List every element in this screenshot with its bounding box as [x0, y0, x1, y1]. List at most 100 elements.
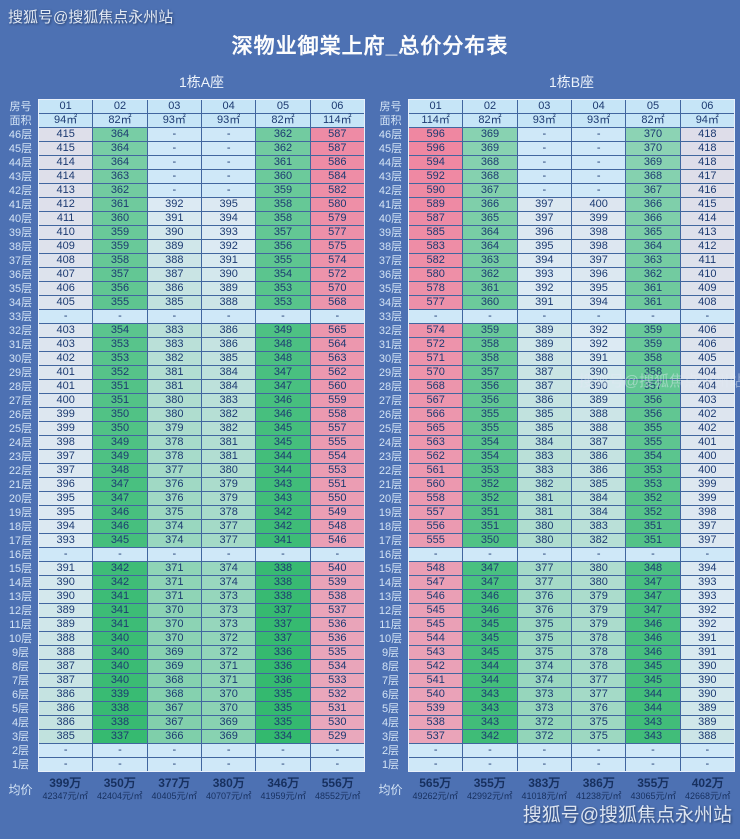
price-cell: 580	[310, 198, 364, 211]
price-cell: 373	[517, 688, 571, 701]
price-cell: 348	[256, 352, 310, 365]
floor-label: 12层	[8, 605, 33, 617]
room-row-label: 房号	[9, 101, 32, 113]
price-cell: 396	[39, 478, 93, 491]
price-cell: 596	[409, 128, 463, 141]
floor-label: 30层	[8, 353, 33, 365]
floor-label: 18层	[8, 521, 33, 533]
price-cell: 418	[680, 128, 734, 141]
price-cell: 363	[463, 254, 517, 267]
price-cell: -	[517, 744, 571, 757]
price-cell: 336	[256, 674, 310, 687]
room-number-header: 01	[39, 100, 93, 113]
floor-label: 8层	[11, 661, 30, 673]
price-cell: 380	[147, 408, 201, 421]
price-cell: 389	[571, 394, 626, 407]
price-cell: 390	[680, 688, 734, 701]
price-cell: 346	[93, 520, 147, 533]
price-cell: 393	[39, 534, 93, 547]
price-cell: 376	[517, 604, 571, 617]
floor-label: 11层	[9, 619, 32, 631]
price-cell: 388	[39, 632, 93, 645]
price-cell: 362	[256, 142, 310, 155]
price-cell: 340	[93, 674, 147, 687]
price-cell: 416	[680, 184, 734, 197]
price-cell: -	[147, 170, 201, 183]
price-cell: -	[571, 758, 626, 771]
price-cell: 350	[93, 422, 147, 435]
price-cell: 349	[256, 324, 310, 337]
price-cell: 389	[39, 618, 93, 631]
page-title: 深物业御棠上府_总价分布表	[231, 35, 509, 58]
price-cell: 376	[517, 590, 571, 603]
price-cell: 359	[626, 324, 680, 337]
price-cell: 394	[39, 520, 93, 533]
price-cell: 545	[409, 618, 463, 631]
room-number-header: 01	[409, 100, 463, 113]
price-cell: 564	[310, 338, 364, 351]
price-cell: 365	[463, 212, 517, 225]
price-cell: 356	[626, 408, 680, 421]
average-price-per-sqm: 41238元/㎡	[575, 791, 622, 801]
room-number-header: 02	[463, 100, 517, 113]
price-cell: 371	[147, 590, 201, 603]
area-header: 93㎡	[147, 114, 201, 127]
price-cell: 401	[39, 380, 93, 393]
price-cell: 380	[571, 576, 626, 589]
price-cell: 354	[626, 450, 680, 463]
price-cell: 592	[409, 170, 463, 183]
price-cell: 345	[463, 646, 517, 659]
price-cell: 530	[310, 716, 364, 729]
price-cell: -	[680, 310, 734, 323]
price-cell: 336	[256, 660, 310, 673]
price-cell: 373	[201, 590, 256, 603]
price-cell: 570	[310, 282, 364, 295]
price-cell: 531	[310, 702, 364, 715]
price-cell: 399	[571, 212, 626, 225]
price-cell: -	[517, 142, 571, 155]
price-cell: 379	[571, 590, 626, 603]
price-cell: 347	[463, 576, 517, 589]
price-cell: 374	[147, 520, 201, 533]
price-cell: 359	[93, 240, 147, 253]
price-cell: 386	[517, 394, 571, 407]
price-cell: 394	[680, 562, 734, 575]
area-row-label: 面积	[379, 115, 402, 127]
floor-label: 45层	[8, 143, 33, 155]
floor-label: 17层	[378, 535, 403, 547]
price-cell: 405	[680, 352, 734, 365]
price-cell: -	[147, 744, 201, 757]
price-cell: 353	[626, 478, 680, 491]
building-title: 1栋B座	[548, 74, 595, 90]
price-cell: 548	[409, 562, 463, 575]
price-cell: 338	[256, 590, 310, 603]
area-header: 82㎡	[93, 114, 147, 127]
price-cell: 369	[147, 660, 201, 673]
room-number-header: 06	[310, 100, 364, 113]
price-cell: 382	[201, 408, 256, 421]
area-header: 94㎡	[680, 114, 734, 127]
price-cell: 565	[409, 422, 463, 435]
price-cell: 349	[93, 436, 147, 449]
price-cell: 398	[680, 506, 734, 519]
price-cell: 379	[201, 478, 256, 491]
price-cell: 348	[93, 464, 147, 477]
price-cell: 414	[39, 170, 93, 183]
price-cell: -	[571, 548, 626, 561]
room-row-label: 房号	[379, 101, 402, 113]
price-cell: 358	[626, 366, 680, 379]
floor-label: 31层	[378, 339, 403, 351]
price-cell: 385	[517, 422, 571, 435]
price-cell: 393	[201, 226, 256, 239]
room-number-header: 03	[147, 100, 201, 113]
floor-label: 15层	[8, 563, 33, 575]
price-cell: 383	[201, 394, 256, 407]
price-cell: 389	[680, 716, 734, 729]
average-cell: 355万 43065元/㎡	[626, 776, 681, 804]
price-cell: 560	[310, 380, 364, 393]
average-cell: 383万 41018元/㎡	[517, 776, 572, 804]
price-cell: 537	[409, 730, 463, 743]
price-cell: 398	[39, 436, 93, 449]
price-cell: 389	[147, 240, 201, 253]
floor-label: 14层	[378, 577, 403, 589]
